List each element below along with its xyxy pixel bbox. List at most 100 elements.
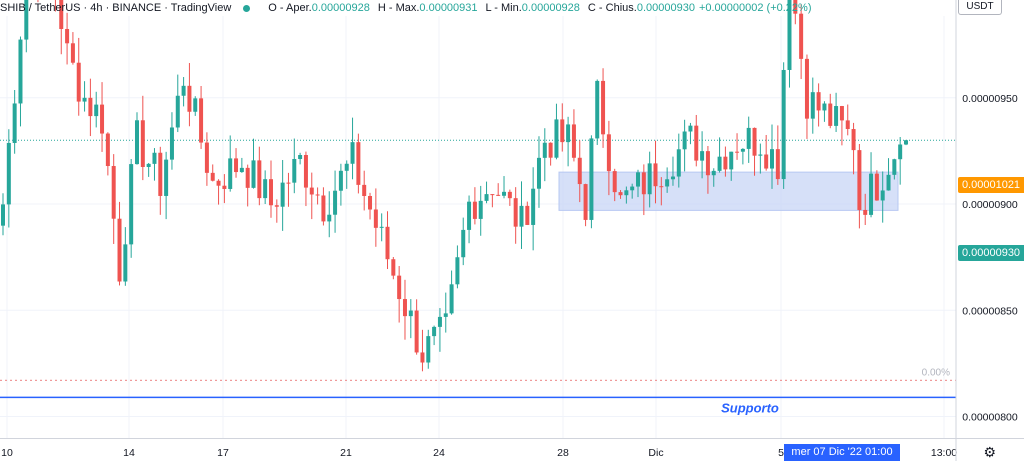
- candle-body: [740, 148, 745, 152]
- candle: [787, 0, 792, 88]
- candle-body: [24, 0, 29, 40]
- candle: [94, 91, 99, 128]
- candle: [548, 142, 553, 166]
- candle-body: [892, 159, 897, 175]
- candle: [519, 181, 524, 249]
- candle: [59, 0, 64, 55]
- candle-body: [12, 103, 17, 143]
- level-lines: 50.00%38.20%0.00%ResistenzaObiettivoSupp…: [0, 139, 956, 415]
- candle: [321, 187, 326, 226]
- x-tick-label: 24: [433, 447, 445, 459]
- support-zone: [558, 171, 899, 211]
- candle: [402, 279, 407, 340]
- candle: [472, 187, 477, 225]
- candle: [822, 101, 827, 122]
- x-tick-label: 28: [557, 447, 569, 459]
- candle-body: [65, 28, 70, 44]
- candle-body: [787, 0, 792, 70]
- candle: [874, 170, 879, 201]
- candle-body: [839, 106, 844, 121]
- candle: [204, 132, 209, 186]
- candle: [478, 185, 483, 236]
- candle: [88, 78, 93, 137]
- x-tick-label: Dic: [648, 447, 663, 459]
- candle: [414, 299, 419, 355]
- candle-body: [152, 152, 157, 164]
- candle: [676, 133, 681, 188]
- candle-body: [379, 226, 384, 228]
- candle: [315, 187, 320, 205]
- y-tick-label: 0.00000800: [962, 412, 1018, 424]
- candle-body: [175, 95, 180, 128]
- candle-body: [554, 119, 559, 158]
- candle-body: [577, 157, 582, 185]
- candle-body: [904, 140, 908, 145]
- candle: [12, 89, 17, 154]
- candle-body: [566, 124, 571, 143]
- candle-body: [764, 154, 769, 169]
- candle: [705, 145, 710, 194]
- candle-body: [647, 163, 652, 195]
- candle: [385, 211, 390, 270]
- candle-body: [752, 127, 757, 156]
- currency-button[interactable]: USDT: [958, 0, 1002, 15]
- candle-body: [793, 0, 798, 14]
- candle: [839, 105, 844, 146]
- candle: [443, 292, 448, 333]
- candle: [554, 103, 559, 160]
- candle: [461, 217, 466, 266]
- candle-body: [134, 120, 139, 165]
- candle: [129, 158, 134, 258]
- candle: [711, 168, 716, 187]
- candle-body: [589, 138, 594, 220]
- candle-body: [816, 92, 821, 111]
- candle: [432, 325, 437, 346]
- candle-body: [402, 299, 407, 317]
- candle: [618, 190, 623, 199]
- symbol-title[interactable]: SHIB / TetherUS · 4h · BINANCE · Trading…: [0, 2, 232, 14]
- candle: [455, 245, 460, 289]
- candle-body: [531, 188, 536, 225]
- candle: [169, 112, 174, 170]
- candle-body: [397, 275, 402, 300]
- candle: [735, 133, 740, 160]
- candle-body: [653, 163, 658, 187]
- candle-body: [886, 174, 891, 191]
- candle: [181, 77, 186, 107]
- market-status-dot: [243, 4, 251, 12]
- candle: [723, 146, 728, 177]
- orange-price-tag: 0.00001021: [958, 177, 1024, 193]
- candle-body: [199, 98, 204, 143]
- candle: [327, 191, 332, 238]
- candle-body: [694, 125, 699, 161]
- candle-body: [828, 103, 833, 126]
- candle: [641, 164, 646, 216]
- candle: [210, 164, 215, 182]
- candle-body: [234, 158, 239, 173]
- candle: [274, 199, 279, 223]
- candle-body: [100, 104, 105, 134]
- candle-body: [857, 150, 862, 210]
- candle-body: [88, 97, 93, 117]
- candle-body: [280, 182, 285, 207]
- candle: [298, 152, 303, 165]
- candle: [193, 96, 198, 116]
- candle: [303, 151, 308, 207]
- candle-body: [775, 149, 780, 180]
- candle: [437, 308, 442, 352]
- candle: [449, 270, 454, 315]
- candle-body: [869, 173, 874, 215]
- candle-body: [834, 106, 839, 126]
- candle-body: [420, 352, 425, 363]
- candle: [344, 160, 349, 189]
- gear-icon[interactable]: ⚙: [983, 444, 996, 460]
- candle: [566, 116, 571, 167]
- candle: [577, 140, 582, 203]
- candle-body: [216, 180, 221, 186]
- candle-body: [659, 186, 664, 188]
- candle: [338, 163, 343, 206]
- candle-body: [624, 190, 629, 196]
- candle: [134, 112, 139, 165]
- candle-body: [880, 190, 885, 201]
